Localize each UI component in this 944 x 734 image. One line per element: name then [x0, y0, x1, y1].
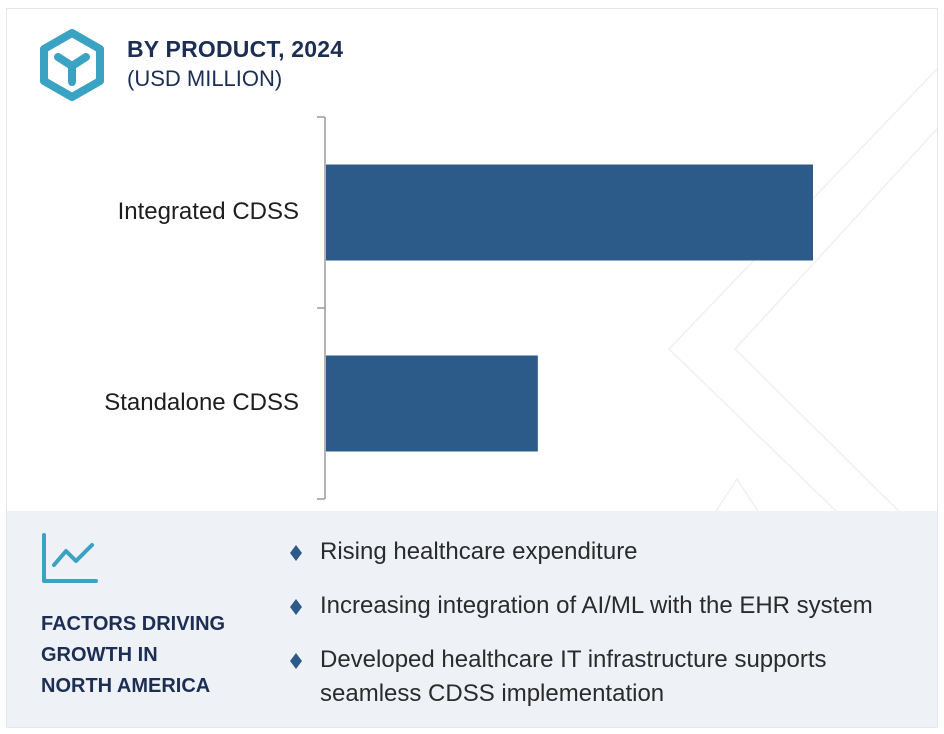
factors-heading: FACTORS DRIVING GROWTH IN NORTH AMERICA — [41, 609, 271, 702]
factor-item: Rising healthcare expenditure — [284, 535, 932, 569]
factor-text: Increasing integration of AI/ML with the… — [320, 592, 873, 619]
bar — [326, 355, 538, 452]
factor-item: Increasing integration of AI/ML with the… — [284, 589, 932, 623]
diamond-bullet-icon — [290, 599, 302, 615]
factor-text: Developed healthcare IT infrastructure s… — [320, 646, 827, 707]
factors-panel: FACTORS DRIVING GROWTH IN NORTH AMERICA … — [7, 511, 937, 727]
factors-list: Rising healthcare expenditure Increasing… — [284, 535, 932, 727]
trend-chart-icon — [42, 533, 98, 583]
category-label: Standalone CDSS — [104, 389, 299, 416]
chart-subtitle: (USD MILLION) — [127, 66, 283, 91]
factor-item: Developed healthcare IT infrastructure s… — [284, 643, 932, 711]
factor-text: Rising healthcare expenditure — [320, 538, 638, 565]
bar — [326, 164, 813, 261]
diamond-bullet-icon — [290, 545, 302, 561]
bar-chart: Integrated CDSS Standalone CDSS — [104, 116, 813, 500]
factors-heading-line: NORTH AMERICA — [41, 675, 211, 697]
chart-title: BY PRODUCT, 2024 — [127, 36, 344, 62]
diamond-bullet-icon — [290, 653, 302, 669]
chart-card: BY PRODUCT, 2024 (USD MILLION) Integrate… — [6, 8, 938, 728]
factors-heading-line: GROWTH IN — [41, 644, 158, 666]
factors-heading-line: FACTORS DRIVING — [41, 613, 226, 635]
category-label: Integrated CDSS — [118, 198, 299, 225]
cube-icon — [40, 29, 104, 101]
